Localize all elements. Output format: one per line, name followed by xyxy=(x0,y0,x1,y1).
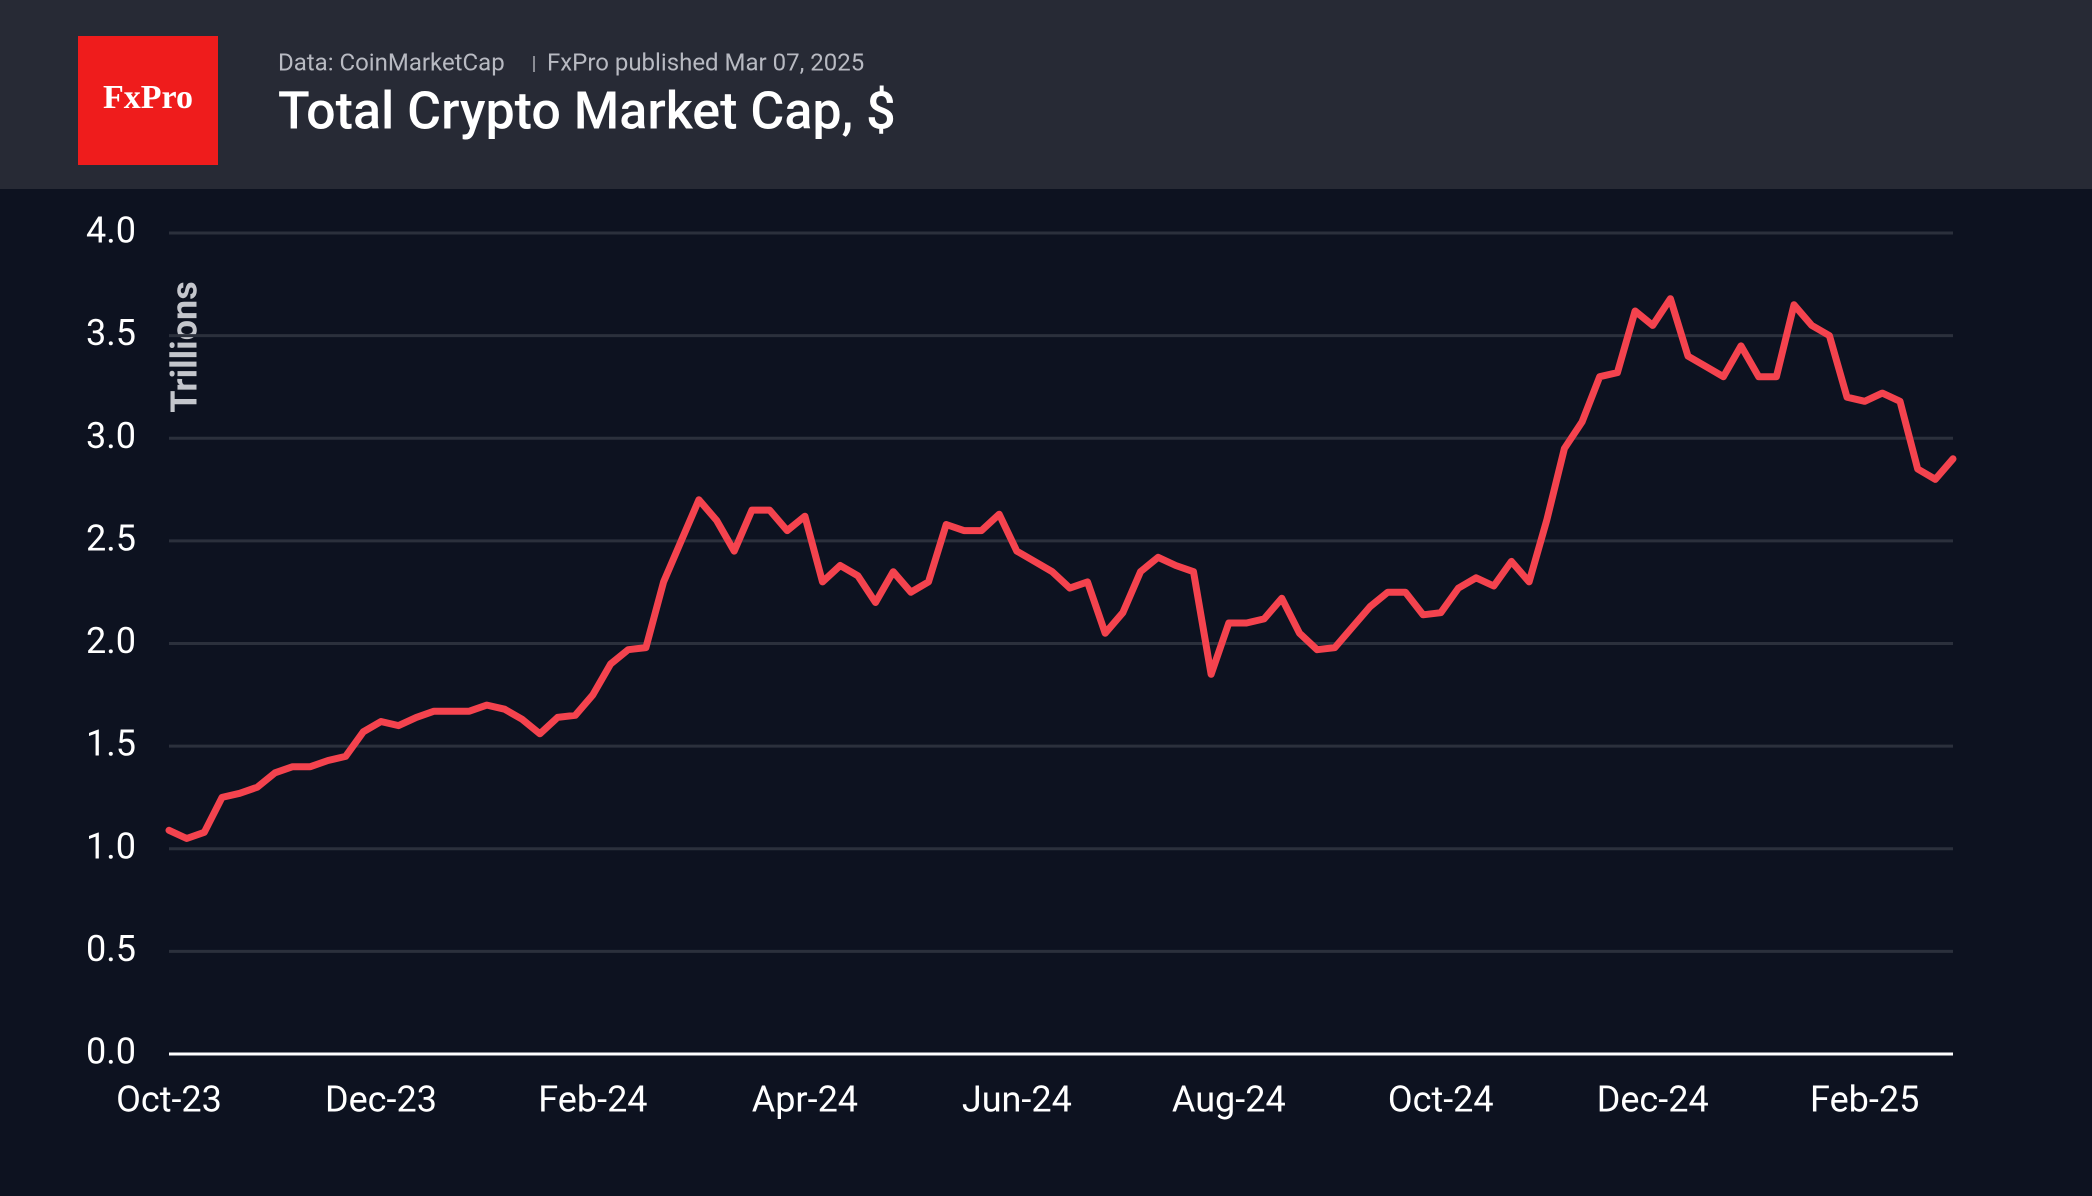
y-tick-label: 1.5 xyxy=(86,723,136,765)
x-tick-label: Jun-24 xyxy=(962,1079,1072,1121)
y-tick-label: 3.5 xyxy=(86,312,136,354)
x-tick-label: Oct-23 xyxy=(116,1079,222,1121)
x-tick-label: Feb-25 xyxy=(1810,1079,1919,1121)
x-tick-label: Apr-24 xyxy=(752,1079,858,1121)
y-tick-label: 4.0 xyxy=(86,210,136,252)
x-tick-label: Dec-24 xyxy=(1597,1079,1709,1121)
logo-text: FxPro xyxy=(103,79,193,116)
x-tick-label: Feb-24 xyxy=(538,1079,647,1121)
y-tick-label: 0.5 xyxy=(86,928,136,970)
x-tick-label: Oct-24 xyxy=(1388,1079,1494,1121)
x-tick-label: Aug-24 xyxy=(1172,1079,1286,1121)
y-axis-label: Trillions xyxy=(164,281,206,412)
y-tick-label: 2.0 xyxy=(86,620,136,662)
chart-title: Total Crypto Market Cap, $ xyxy=(278,81,896,142)
published: FxPro published Mar 07, 2025 xyxy=(547,48,864,76)
logo-box xyxy=(78,36,218,165)
source: Data: CoinMarketCap xyxy=(278,48,505,76)
y-tick-label: 2.5 xyxy=(86,517,136,559)
x-tick-label: Dec-23 xyxy=(325,1079,437,1121)
y-tick-label: 3.0 xyxy=(86,415,136,457)
y-tick-label: 1.0 xyxy=(86,825,136,867)
y-tick-label: 0.0 xyxy=(86,1031,136,1073)
line xyxy=(165,295,1957,842)
header-band xyxy=(0,0,2092,189)
